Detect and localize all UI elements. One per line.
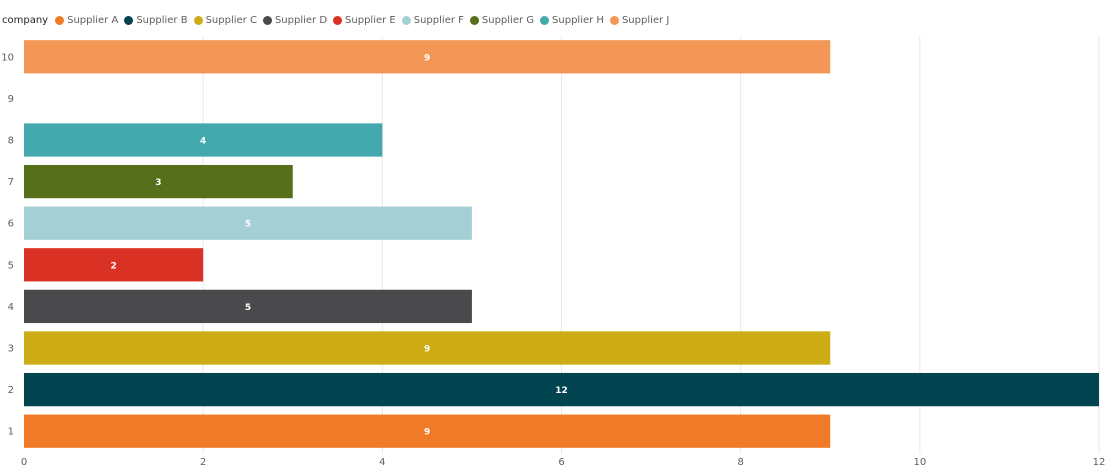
legend-marker bbox=[609, 15, 619, 25]
legend-item[interactable]: Supplier D bbox=[262, 14, 328, 26]
y-tick-label: 10 bbox=[1, 52, 14, 63]
legend-marker bbox=[124, 15, 134, 25]
y-tick-label: 4 bbox=[8, 302, 14, 313]
bar[interactable] bbox=[24, 123, 383, 157]
data-label: 9 bbox=[424, 345, 430, 355]
data-label: 5 bbox=[245, 220, 251, 230]
x-tick-label: 10 bbox=[913, 457, 926, 468]
legend-label: Supplier J bbox=[621, 14, 670, 26]
bar[interactable] bbox=[24, 414, 831, 448]
legend-item[interactable]: Supplier G bbox=[469, 14, 535, 26]
legend-label: Supplier F bbox=[413, 14, 464, 26]
legend-marker bbox=[333, 15, 343, 25]
legend-item[interactable]: Supplier J bbox=[609, 14, 670, 26]
legend-label: Supplier B bbox=[136, 14, 188, 26]
legend-item[interactable]: Supplier F bbox=[401, 14, 464, 26]
x-tick-label: 2 bbox=[200, 457, 206, 468]
legend-item[interactable]: Supplier C bbox=[193, 14, 257, 26]
legend-marker bbox=[540, 15, 550, 25]
legend-item[interactable]: Supplier E bbox=[333, 15, 396, 26]
data-label: 12 bbox=[555, 386, 568, 396]
y-tick-label: 6 bbox=[8, 219, 14, 230]
x-tick-label: 8 bbox=[737, 457, 743, 468]
legend-label: Supplier G bbox=[481, 14, 535, 26]
legend-title: company bbox=[2, 14, 49, 26]
legend-label: Supplier A bbox=[67, 14, 119, 26]
y-tick-label: 9 bbox=[8, 94, 14, 105]
bar[interactable] bbox=[24, 372, 1099, 407]
legend-marker bbox=[55, 15, 65, 25]
legend-label: Supplier E bbox=[345, 14, 396, 26]
data-label: 4 bbox=[200, 137, 206, 147]
legend-marker bbox=[469, 15, 479, 25]
data-label: 3 bbox=[155, 178, 161, 188]
legend-label: Supplier D bbox=[274, 14, 328, 26]
y-tick-label: 5 bbox=[8, 260, 14, 271]
legend-label: Supplier C bbox=[205, 14, 257, 26]
data-label: 2 bbox=[110, 261, 116, 271]
legend-item[interactable]: Supplier H bbox=[540, 15, 604, 26]
y-tick-label: 2 bbox=[8, 385, 14, 396]
y-tick-label: 8 bbox=[8, 136, 14, 147]
legend-marker bbox=[193, 15, 203, 25]
legend-item[interactable]: Supplier A bbox=[55, 15, 118, 26]
data-label: 9 bbox=[424, 428, 430, 438]
bar[interactable] bbox=[24, 164, 293, 199]
y-tick-label: 1 bbox=[8, 427, 14, 438]
chart-legend: company Supplier A Supplier B Supplier C Su… bbox=[2, 10, 675, 30]
y-tick-label: 3 bbox=[8, 344, 14, 355]
y-tick-label: 7 bbox=[8, 177, 14, 188]
legend-item[interactable]: Supplier B bbox=[124, 14, 188, 26]
x-tick-label: 0 bbox=[21, 457, 27, 468]
bar[interactable] bbox=[24, 331, 831, 365]
bar[interactable] bbox=[24, 206, 472, 240]
data-label: 5 bbox=[245, 303, 251, 313]
bar[interactable] bbox=[24, 40, 831, 74]
bar[interactable] bbox=[24, 289, 472, 324]
x-tick-label: 6 bbox=[558, 457, 564, 468]
legend-marker bbox=[262, 15, 272, 25]
legend-label: Supplier H bbox=[552, 14, 604, 26]
legend-marker bbox=[401, 15, 411, 25]
data-label: 9 bbox=[424, 53, 430, 63]
bar[interactable] bbox=[24, 248, 204, 282]
x-tick-label: 12 bbox=[1093, 457, 1106, 468]
x-tick-label: 4 bbox=[379, 457, 385, 468]
